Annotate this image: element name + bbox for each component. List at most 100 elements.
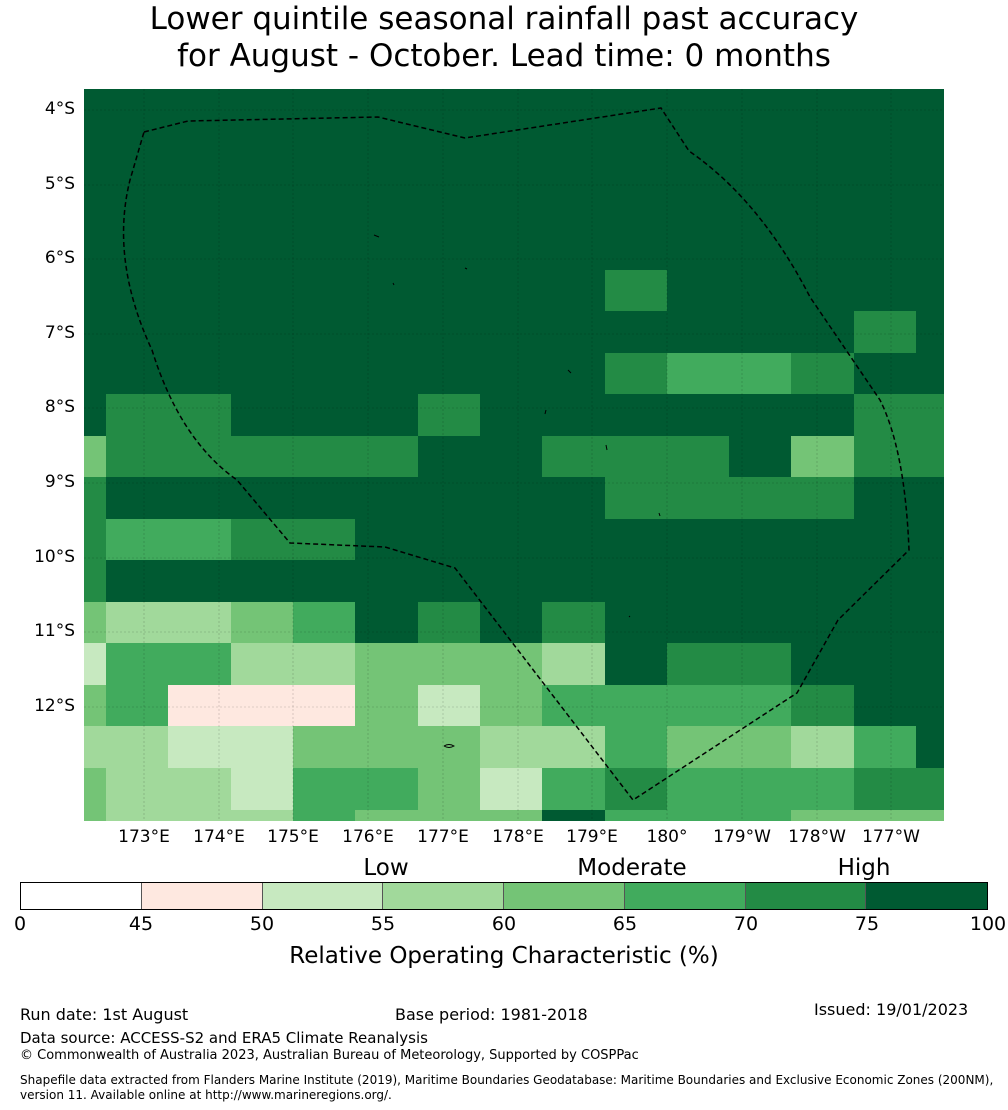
grid-cell (84, 643, 106, 685)
grid-cell (84, 810, 106, 821)
longitude-label: 180° (646, 827, 688, 847)
grid-cell (480, 643, 542, 685)
grid-cell (854, 311, 916, 353)
grid-cell (84, 602, 106, 643)
grid-cell (542, 768, 605, 810)
grid-cell (916, 810, 944, 821)
grid-cell (605, 353, 667, 394)
grid-cell (480, 685, 542, 726)
grid-cell (605, 436, 667, 477)
grid-cell (916, 768, 944, 810)
atoll-marker (628, 615, 631, 618)
grid-cell (293, 436, 355, 477)
grid-cell (168, 768, 231, 810)
colorbar-label: Relative Operating Characteristic (%) (289, 943, 719, 969)
colorbar-segment (262, 883, 384, 909)
grid-cell (293, 768, 355, 810)
grid-cell (791, 436, 854, 477)
grid-cell (231, 643, 293, 685)
latitude-label: 11°S (34, 621, 75, 641)
latitude-label: 6°S (44, 248, 75, 268)
grid-cell (293, 810, 355, 821)
grid-cell (854, 810, 916, 821)
grid-cell (168, 436, 231, 477)
colorbar-segment (383, 883, 504, 909)
grid-cell (418, 685, 480, 726)
grid-cell (791, 810, 854, 821)
latitude-label: 9°S (44, 472, 75, 492)
grid-cell (418, 768, 480, 810)
grid-cell (667, 643, 729, 685)
grid-cell (106, 602, 168, 643)
grid-cell (84, 560, 106, 602)
grid-cell (106, 726, 168, 768)
grid-cell (355, 436, 418, 477)
rainfall-accuracy-map (84, 89, 944, 821)
grid-cell (84, 477, 106, 519)
atoll-marker (544, 409, 547, 415)
grid-cell (667, 768, 729, 810)
atoll-marker (464, 267, 468, 270)
longitude-label: 178°W (788, 827, 846, 847)
grid-cell (542, 685, 605, 726)
grid-cell (542, 643, 605, 685)
grid-cell (791, 477, 854, 519)
grid-cell (729, 353, 791, 394)
grid-cell (729, 477, 791, 519)
shapefile-line2: version 11. Available online at http://w… (20, 1088, 392, 1102)
grid-cell (480, 726, 542, 768)
grid-cell (542, 436, 605, 477)
grid-cell (168, 726, 231, 768)
data-source: Data source: ACCESS-S2 and ERA5 Climate … (20, 1029, 428, 1047)
grid-cell (231, 726, 293, 768)
colorbar-segment (21, 883, 142, 909)
grid-cell (293, 602, 355, 643)
grid-cell (231, 519, 293, 560)
longitude-label: 176°E (342, 827, 394, 847)
grid-cell (542, 602, 605, 643)
grid-cell (355, 768, 418, 810)
latitude-label: 10°S (34, 547, 75, 567)
grid-cell (355, 810, 418, 821)
colorbar-tick-label: 60 (491, 913, 517, 935)
grid-cell (605, 810, 667, 821)
run-date: Run date: 1st August (20, 1005, 189, 1024)
grid-cell (480, 810, 542, 821)
latitude-label: 12°S (34, 696, 75, 716)
colorbar-segment (866, 883, 987, 909)
grid-cell (106, 643, 168, 685)
grid-cell (605, 768, 667, 810)
colorbar-segment (141, 883, 263, 909)
eez-boundary (122, 107, 910, 802)
grid-cell (84, 768, 106, 810)
grid-cell (729, 768, 791, 810)
grid-cell (791, 685, 854, 726)
grid-cell (293, 519, 355, 560)
atoll-marker (567, 369, 572, 374)
grid-cell (418, 602, 480, 643)
grid-cell (231, 602, 293, 643)
grid-cell (605, 270, 667, 311)
grid-cell (84, 519, 106, 560)
grid-cell (293, 726, 355, 768)
grid-cell (355, 685, 418, 726)
grid-cell (667, 436, 729, 477)
colorbar-tick-label: 65 (612, 913, 638, 935)
colorbar-tick-label: 45 (128, 913, 154, 935)
grid-cell (667, 685, 729, 726)
grid-cell (729, 810, 791, 821)
atoll-marker (373, 234, 380, 238)
grid-cell (418, 394, 480, 436)
latitude-label: 4°S (44, 99, 75, 119)
grid-cell (916, 394, 944, 436)
grid-cell (84, 726, 106, 768)
grid-cell (168, 643, 231, 685)
grid-cell (106, 519, 168, 560)
grid-cell (605, 685, 667, 726)
copyright: © Commonwealth of Australia 2023, Austra… (20, 1048, 639, 1063)
grid-cell (231, 685, 293, 726)
grid-cell (916, 436, 944, 477)
category-high-label: High (837, 855, 891, 881)
grid-cell (791, 726, 854, 768)
grid-cell (106, 394, 168, 436)
